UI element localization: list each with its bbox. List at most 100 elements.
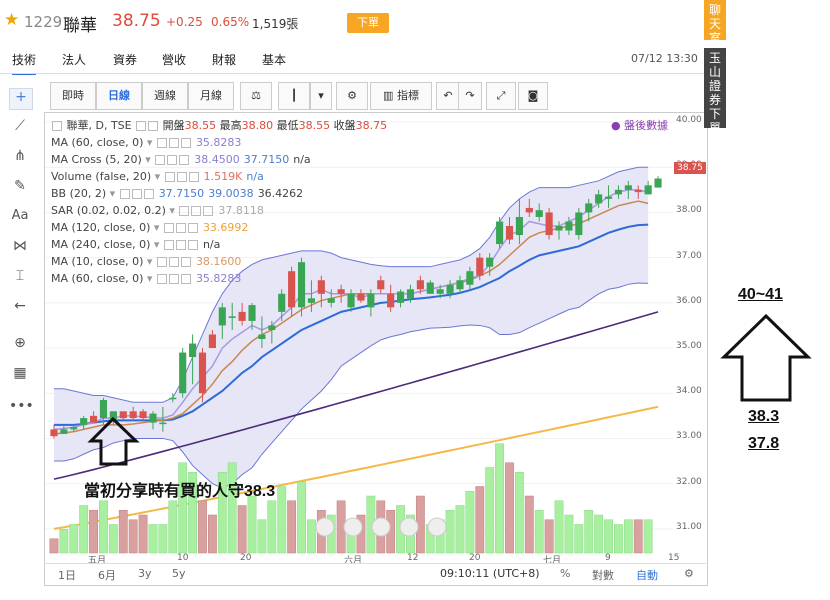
indicator-toggle-icons[interactable] [119, 187, 155, 200]
candle-body [347, 293, 355, 308]
eye-icon[interactable] [136, 121, 147, 131]
interval-weekly[interactable]: 週線 [142, 82, 188, 110]
indicator-menu-chevron-icon[interactable]: ▾ [143, 136, 156, 149]
chart-pane[interactable] [44, 112, 708, 586]
legend-indicator-row[interactable]: SAR (0.02, 0.02, 0.2) ▾ 37.8118 [51, 203, 272, 219]
scale-icon[interactable]: ⚖ [240, 82, 272, 110]
chat-room-link[interactable]: 聊天室 [704, 0, 726, 45]
tab-technical[interactable]: 技術 [12, 51, 37, 75]
tab-fundamentals[interactable]: 基本 [262, 53, 287, 67]
interval-realtime[interactable]: 即時 [50, 82, 96, 110]
after-hours-label: 盤後數據 [624, 119, 669, 132]
indicator-toggle-icons[interactable] [163, 221, 199, 234]
indicator-menu-chevron-icon[interactable]: ▾ [165, 204, 179, 217]
indicator-menu-chevron-icon[interactable]: ▾ [141, 153, 155, 166]
tab-institutional[interactable]: 法人 [62, 53, 87, 67]
chart-settings-gear-icon[interactable]: ⚙ [684, 567, 694, 580]
measure-icon[interactable]: ⌶ [15, 268, 25, 284]
camera-icon[interactable]: ◙ [518, 82, 548, 110]
legend-indicator-row[interactable]: MA (60, close, 0) ▾ 35.8283 [51, 271, 249, 287]
percent-toggle[interactable]: % [560, 567, 571, 580]
broker-order-link[interactable]: 玉山證券下單 [704, 48, 726, 135]
indicator-menu-chevron-icon[interactable]: ▾ [143, 255, 156, 268]
range-3y[interactable]: 3y [138, 567, 152, 580]
indicator-menu-chevron-icon[interactable]: ▾ [150, 238, 163, 251]
target-range-text: 40~41 [738, 286, 783, 303]
price-chart[interactable] [45, 113, 707, 565]
volume-bar [495, 443, 505, 554]
legend-indicator-row[interactable]: MA (10, close, 0) ▾ 38.1600 [51, 254, 249, 270]
text-tool-icon[interactable]: Aa [11, 208, 29, 223]
interval-monthly[interactable]: 月線 [188, 82, 234, 110]
candle-body [50, 429, 58, 437]
tab-margin[interactable]: 資券 [113, 53, 138, 67]
volume-bar [247, 495, 257, 554]
indicator-toggle-icons[interactable] [154, 153, 190, 166]
volume-bar [614, 524, 623, 554]
chevron-down-icon[interactable]: ▾ [310, 82, 332, 110]
date-axis: 五月 10 20 六月 12 20 七月 9 15 [44, 553, 679, 566]
date-tick-label: 七月 [543, 556, 562, 566]
legend-indicator-row[interactable]: Volume (false, 20) ▾ 1.519K n/a [51, 169, 268, 185]
auto-toggle[interactable]: 自動 [636, 569, 658, 582]
trendline-icon[interactable]: ⟋ [15, 118, 25, 134]
indicator-toggle-icons[interactable] [164, 170, 200, 183]
volume-bar [49, 538, 59, 554]
zoom-icon[interactable]: ⊕ [14, 335, 26, 351]
date-tick-label: 20 [240, 553, 252, 563]
fibonacci-icon[interactable]: ⋔ [14, 148, 26, 164]
back-arrow-icon[interactable]: ← [14, 298, 26, 314]
indicator-toggle-icons[interactable] [156, 255, 192, 268]
interval-daily[interactable]: 日線 [96, 82, 142, 110]
price-tick-label: 40.00 [676, 115, 702, 126]
chart-toolbar: 即時 日線 週線 月線 ⚖ ┃ ▾ ⚙ ▥ 指標 ↶ ↷ ⤢ ◙ [44, 82, 644, 112]
indicator-toggle-icons[interactable] [163, 238, 199, 251]
candle-body [406, 289, 415, 299]
legend-indicator-row[interactable]: MA (240, close, 0) ▾ n/a [51, 237, 228, 253]
fullscreen-icon[interactable]: ⤢ [486, 82, 516, 110]
indicator-menu-chevron-icon[interactable]: ▾ [150, 221, 163, 234]
date-tick-label: 10 [177, 553, 189, 563]
pattern-icon[interactable]: ⋈ [13, 238, 27, 254]
legend-indicator-row[interactable]: MA Cross (5, 20) ▾ 38.4500 37.7150 n/a [51, 152, 311, 168]
tab-financials[interactable]: 財報 [212, 53, 237, 67]
candle-body [208, 334, 216, 349]
legend-indicator-row[interactable]: BB (20, 2) ▾ 37.7150 39.0038 36.4262 [51, 186, 303, 202]
scroll-control-icon [371, 517, 391, 537]
settings-icon[interactable] [148, 121, 159, 131]
after-hours-link[interactable]: ● 盤後數據 [611, 119, 669, 132]
collapse-icon[interactable] [52, 121, 62, 131]
indicator-menu-chevron-icon[interactable]: ▾ [106, 187, 119, 200]
volume-bar [188, 472, 198, 554]
candle-type-icon[interactable]: ┃ [278, 82, 310, 110]
indicator-menu-chevron-icon[interactable]: ▾ [143, 272, 156, 285]
candle-body [70, 427, 78, 430]
range-1d[interactable]: 1日 [58, 569, 76, 582]
scroll-control-icon [315, 517, 335, 537]
up-arrow-icon [720, 313, 812, 402]
volume-bar [643, 519, 653, 554]
indicators-button[interactable]: ▥ 指標 [370, 82, 432, 110]
range-6m[interactable]: 6月 [98, 569, 116, 582]
ohlc-close-value: 38.75 [355, 119, 388, 132]
redo-icon[interactable]: ↷ [458, 82, 482, 110]
crosshair-icon[interactable]: + [9, 88, 33, 110]
tab-revenue[interactable]: 營收 [162, 53, 187, 67]
volume-bar [128, 519, 138, 554]
ruler-icon[interactable]: ▦ [13, 365, 27, 381]
log-toggle[interactable]: 對數 [592, 569, 614, 582]
range-5y[interactable]: 5y [172, 567, 186, 580]
gear-icon[interactable]: ⚙ [336, 82, 368, 110]
order-button[interactable]: 下單 [347, 13, 389, 33]
indicator-toggle-icons[interactable] [156, 272, 192, 285]
more-tools-icon[interactable]: ••• [9, 398, 34, 414]
indicator-menu-chevron-icon[interactable]: ▾ [151, 170, 164, 183]
favorite-star-icon[interactable]: ★ [4, 10, 20, 30]
indicator-toggle-icons[interactable] [156, 136, 192, 149]
indicator-toggle-icons[interactable] [178, 204, 214, 217]
brush-icon[interactable]: ✎ [14, 178, 26, 194]
legend-indicator-row[interactable]: MA (60, close, 0) ▾ 35.8283 [51, 135, 249, 151]
volume-bar [99, 500, 108, 554]
legend-indicator-row[interactable]: MA (120, close, 0) ▾ 33.6992 [51, 220, 256, 236]
volume-bar [89, 510, 98, 554]
